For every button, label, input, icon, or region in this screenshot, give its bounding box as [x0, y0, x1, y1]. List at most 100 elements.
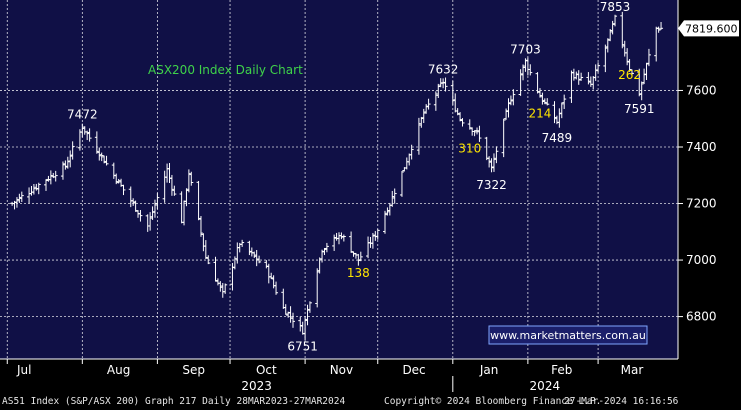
footer-timestamp: 27-Mar-2024 16:16:56 [564, 396, 679, 407]
watermark-text: www.marketmatters.com.au [490, 329, 646, 342]
ohlc-bar [535, 72, 540, 94]
plot-area [0, 0, 678, 359]
ohlc-bar [31, 184, 36, 195]
ohlc-bar [501, 118, 506, 158]
ohlc-bar [637, 68, 642, 97]
ohlc-bar [80, 123, 85, 138]
ohlc-bar [114, 173, 119, 185]
x-month-label: Mar [621, 363, 644, 377]
last-price-tag [678, 20, 739, 37]
watermark: www.marketmatters.com.au [488, 325, 648, 345]
peak-trough-label: 7489 [542, 131, 573, 145]
ohlc-bar [341, 234, 346, 242]
ohlc-bar [53, 170, 58, 182]
peak-trough-label: 7591 [624, 102, 655, 116]
y-tick-label: 7200 [686, 197, 717, 211]
x-month-label: Jul [16, 363, 31, 377]
ohlc-bar [458, 112, 463, 122]
ohlc-bar [426, 98, 431, 110]
ohlc-bar [518, 69, 523, 96]
ohlc-bar [392, 188, 397, 204]
ohlc-bar [620, 11, 625, 49]
ohlc-bar [579, 72, 584, 81]
ohlc-bar [102, 155, 107, 164]
ohlc-bar [475, 127, 480, 135]
ohlc-bar [557, 108, 562, 128]
ohlc-bar [213, 256, 218, 282]
ohlc-bar [206, 255, 211, 265]
y-tick-label: 7000 [686, 253, 717, 267]
ohlc-bar [305, 304, 310, 326]
ohlc-bar [399, 170, 404, 197]
ohlc-bar [184, 188, 189, 207]
ohlc-bar [288, 306, 293, 323]
ohlc-bar [370, 232, 375, 249]
ohlc-bar [70, 141, 75, 160]
ohlc-bar [148, 212, 153, 231]
ohlc-bar [223, 283, 228, 294]
ohlc-bar [240, 239, 245, 247]
ohlc-bar [303, 316, 308, 341]
ohlc-bar [358, 251, 363, 262]
y-axis-ticks: 6800 7000 7200 7400 7600 [677, 0, 717, 359]
ohlc-bar [659, 21, 664, 30]
ohlc-bar [252, 251, 257, 258]
ohlc-bar [416, 117, 421, 155]
x-month-label: Oct [256, 363, 277, 377]
ohlc-bar [460, 118, 465, 127]
move-size-label: 310 [458, 142, 481, 156]
x-month-label: Nov [330, 363, 353, 377]
ohlc-bar [639, 81, 644, 101]
ohlc-bar [14, 197, 19, 208]
ohlc-bar [477, 125, 482, 142]
ohlc-bar [97, 147, 102, 161]
ohlc-bar [542, 98, 547, 105]
ohlc-bar [172, 185, 177, 196]
ohlc-bar [218, 281, 223, 292]
ohlc-bar [455, 108, 460, 116]
x-month-label: Feb [551, 363, 572, 377]
ohlc-bar [131, 198, 136, 206]
ohlc-bar [63, 160, 68, 170]
ohlc-bar [472, 130, 477, 137]
ohlc-bar [450, 80, 455, 105]
ohlc-bar [307, 301, 312, 313]
x-axis-ticks: Jul Aug Sep Oct Nov Dec Jan Feb Mar 2023 2024 [0, 358, 678, 393]
ohlc-bar [441, 78, 446, 89]
ohlc-bar [196, 180, 201, 221]
ohlc-bar [317, 257, 322, 274]
y-tick-label: 7400 [686, 140, 717, 154]
ohlc-bar [322, 247, 327, 256]
ohlc-bar [116, 178, 121, 184]
ohlc-bar [339, 232, 344, 240]
peak-trough-label: 7703 [510, 42, 541, 56]
ohlc-bar [169, 174, 174, 196]
ohlc-bar [44, 179, 49, 191]
x-month-label: Aug [107, 363, 130, 377]
ohlc-bar [487, 156, 492, 168]
footer-copyright: Copyright© 2024 Bloomberg Finance L.P. [384, 396, 602, 407]
ohlc-bar [19, 191, 24, 202]
ohlc-bar [94, 131, 99, 154]
ohlc-bar [356, 253, 361, 266]
x-month-label: Jan [479, 363, 499, 377]
ohlc-bar [315, 268, 320, 308]
ohlc-bar [17, 193, 22, 203]
ohlc-bar [603, 44, 608, 73]
ohlc-bar [257, 255, 262, 264]
ohlc-bar [559, 102, 564, 119]
ohlc-bar [552, 101, 557, 124]
ohlc-bar [390, 190, 395, 207]
ohlc-bar [438, 78, 443, 88]
ohlc-bar [324, 242, 329, 253]
ohlc-bar [375, 229, 380, 240]
y-axis-panel [678, 0, 741, 394]
ohlc-bar [247, 240, 252, 256]
ohlc-bar [521, 64, 526, 81]
move-size-label: 262 [618, 68, 641, 82]
peak-trough-label: 7322 [476, 178, 507, 192]
y-tick-label: 6800 [686, 310, 717, 324]
ohlc-bar [65, 156, 70, 169]
